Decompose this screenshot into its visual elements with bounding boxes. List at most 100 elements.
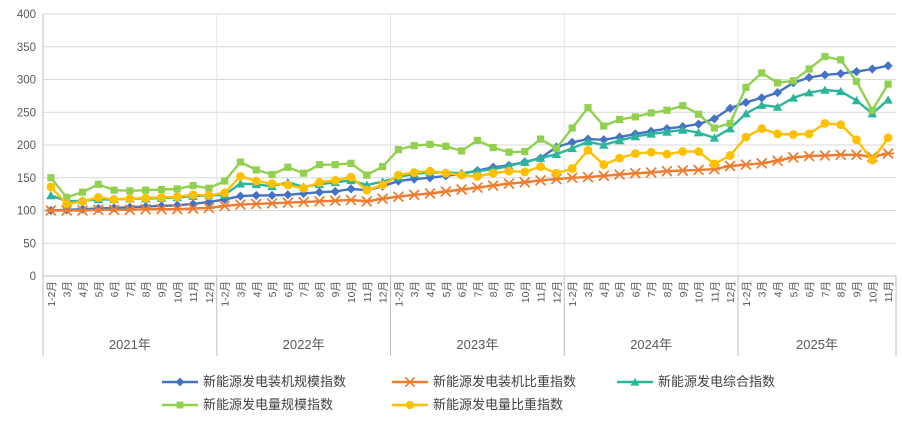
circle-marker	[409, 168, 419, 177]
diamond-marker	[251, 190, 261, 201]
x-axis-month-label: 7月	[125, 281, 137, 297]
circle-marker	[125, 194, 135, 204]
x-axis-month-label: 1-2月	[220, 281, 232, 307]
triangle-marker	[741, 109, 751, 118]
diamond-marker	[283, 190, 293, 200]
x-axis-month-label: 6月	[283, 281, 295, 297]
x-axis-month-label: 6月	[457, 281, 469, 297]
y-axis-tick-label: 250	[17, 107, 36, 119]
square-marker	[663, 106, 671, 114]
x-axis-month-label: 3月	[583, 281, 595, 297]
circle-marker	[536, 162, 545, 172]
diamond-marker	[867, 64, 877, 74]
y-axis-tick-label: 300	[17, 75, 36, 87]
triangle-marker	[551, 149, 562, 158]
square-marker	[47, 174, 55, 182]
diamond-marker	[567, 137, 577, 147]
triangle-marker	[235, 179, 246, 188]
x-axis-month-label: 5月	[788, 281, 800, 297]
circle-marker	[520, 167, 530, 177]
square-marker	[300, 169, 308, 177]
x-axis-month-label: 12月	[725, 281, 737, 303]
square-marker	[505, 148, 513, 156]
triangle-marker	[662, 127, 672, 136]
circle-marker	[251, 176, 261, 186]
circle-marker	[867, 155, 877, 165]
x-axis-month-label: 1-2月	[567, 281, 579, 307]
triangle-marker	[804, 88, 814, 97]
circle-marker	[109, 194, 119, 204]
x-axis-month-label: 9月	[504, 281, 516, 297]
x-axis-year-label: 2025年	[796, 337, 838, 352]
square-marker	[868, 106, 876, 114]
x-axis-month-label: 3月	[62, 281, 74, 297]
square-marker	[331, 161, 339, 169]
x-axis-year-label: 2023年	[456, 337, 498, 352]
square-marker	[521, 147, 529, 156]
circle-marker	[567, 164, 577, 173]
x-axis-month-label: 6月	[109, 281, 121, 297]
square-marker	[442, 142, 450, 150]
circle-marker	[172, 192, 182, 202]
square-marker	[236, 158, 245, 166]
circle-marker	[820, 118, 830, 128]
diamond-marker	[851, 67, 862, 77]
x-axis-month-label: 10月	[520, 281, 532, 303]
circle-marker	[678, 147, 688, 156]
circle-marker	[78, 196, 87, 206]
triangle-marker	[756, 100, 767, 109]
square-marker	[789, 77, 797, 85]
legend-label: 新能源发电量比重指数	[433, 397, 563, 412]
square-marker	[536, 135, 545, 143]
circle-marker	[204, 191, 214, 200]
x-axis-month-label: 4月	[425, 281, 437, 297]
x-axis-month-label: 12月	[378, 281, 390, 303]
x-axis-month-label: 9月	[852, 281, 864, 297]
circle-marker	[630, 149, 640, 158]
square-marker	[489, 144, 497, 152]
triangle-marker	[883, 95, 893, 104]
circle-marker	[236, 172, 245, 181]
circle-marker	[583, 145, 593, 155]
circle-marker	[709, 159, 719, 169]
triangle-marker	[788, 93, 799, 102]
circle-marker	[599, 160, 609, 170]
circle-marker	[725, 151, 735, 160]
y-axis-tick-label: 50	[23, 238, 36, 250]
triangle-marker	[693, 128, 704, 137]
square-marker	[821, 52, 829, 61]
diamond-marker	[299, 188, 309, 199]
circle-marker	[852, 135, 861, 145]
x-axis-month-label: 4月	[251, 281, 263, 297]
square-marker	[176, 401, 184, 409]
diamond-marker	[741, 97, 751, 108]
x-axis-month-label: 8月	[141, 281, 153, 297]
circle-marker	[472, 172, 482, 181]
square-marker	[410, 142, 418, 150]
diamond-marker	[235, 191, 246, 201]
square-marker	[726, 119, 734, 127]
square-marker	[631, 113, 639, 121]
square-marker	[347, 159, 355, 167]
x-axis-month-label: 11月	[883, 281, 895, 302]
circle-marker	[662, 149, 672, 159]
square-marker	[63, 193, 71, 201]
diamond-marker	[175, 377, 185, 387]
triangle-marker	[614, 136, 625, 145]
square-marker	[473, 136, 481, 145]
circle-marker	[46, 182, 56, 192]
x-axis-month-label: 4月	[773, 281, 785, 297]
square-marker	[284, 163, 292, 171]
x-axis-month-label: 7月	[646, 281, 658, 297]
circle-marker	[315, 177, 324, 187]
x-axis-month-label: 6月	[804, 281, 816, 297]
square-marker	[221, 177, 229, 185]
triangle-marker	[709, 133, 720, 142]
circle-marker	[883, 133, 893, 143]
x-axis-month-label: 5月	[441, 281, 453, 297]
x-axis-month-label: 10月	[346, 281, 358, 303]
triangle-marker	[598, 140, 609, 149]
circle-marker	[425, 166, 435, 176]
